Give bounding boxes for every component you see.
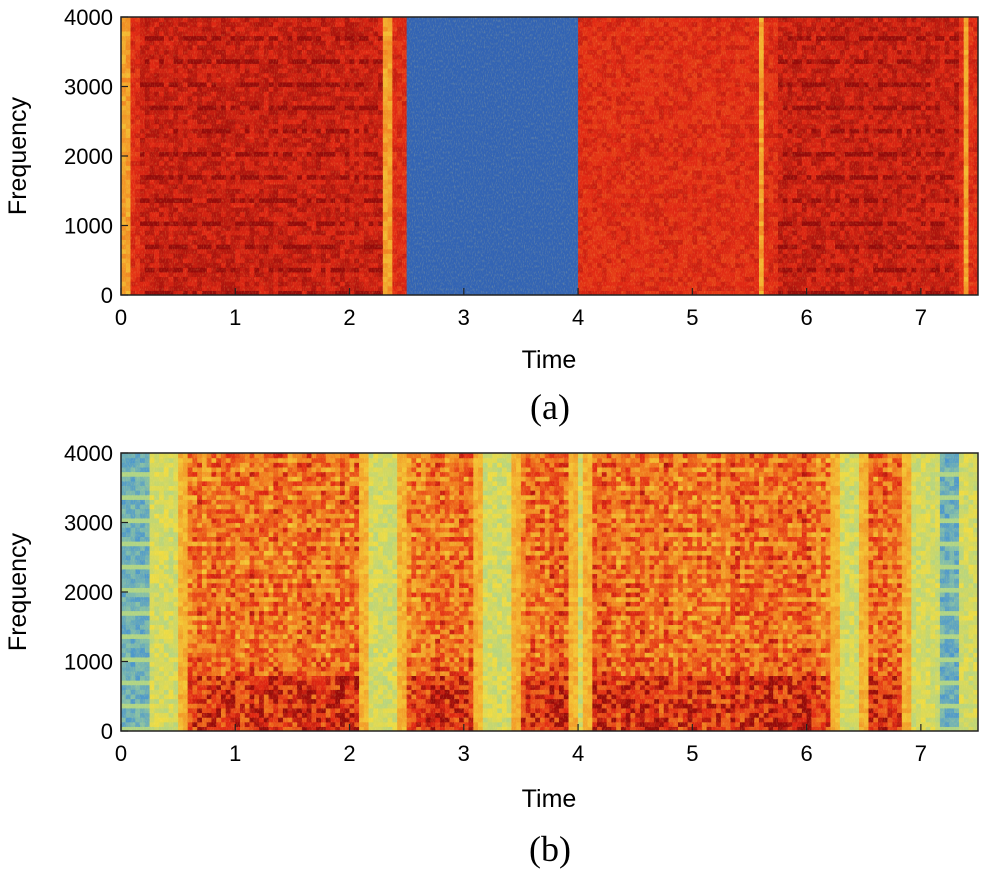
plot-area-a <box>121 17 978 295</box>
